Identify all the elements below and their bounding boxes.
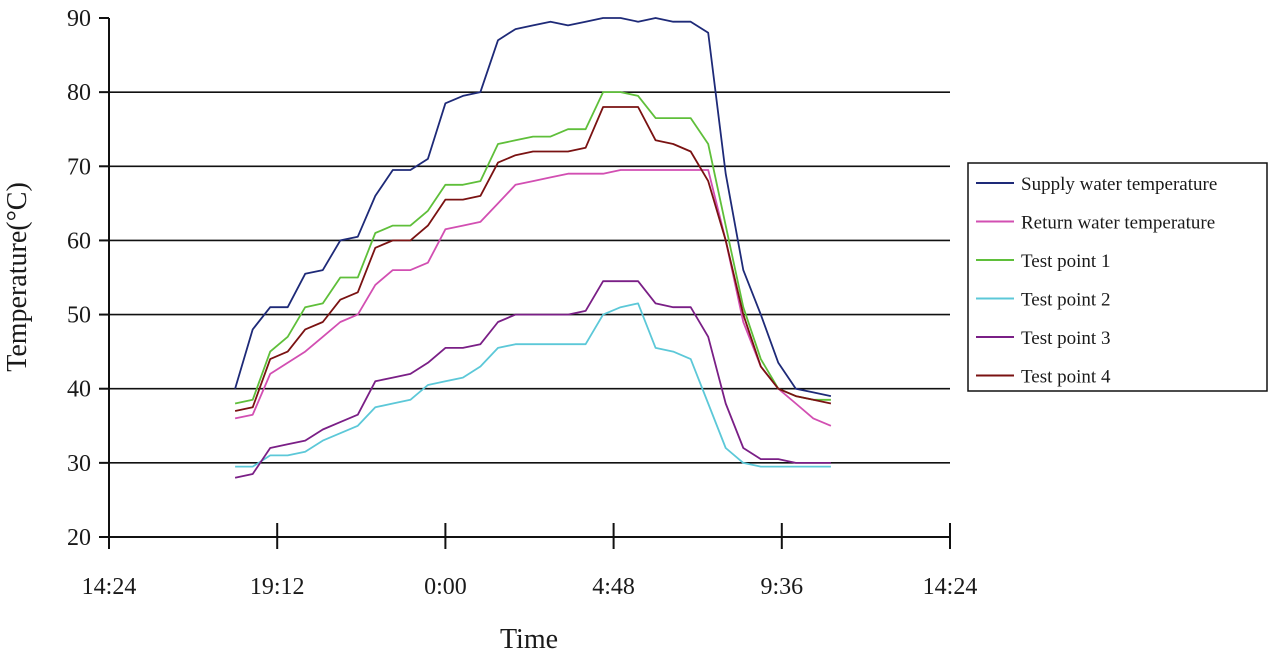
x-axis-title: Time: [500, 624, 558, 653]
legend-label: Test point 4: [1021, 367, 1111, 388]
legend-label: Test point 1: [1021, 251, 1110, 272]
y-tick-label: 60: [67, 228, 91, 254]
axes: [108, 18, 950, 538]
legend-label: Supply water temperature: [1021, 174, 1217, 195]
y-tick-label: 90: [67, 6, 91, 32]
legend: Supply water temperature Return water tem…: [967, 162, 1268, 392]
y-tick-label: 30: [67, 451, 91, 477]
y-axis-title: Temperature(°C): [2, 182, 33, 372]
y-tick-label: 70: [67, 154, 91, 180]
legend-label: Test point 2: [1021, 290, 1110, 311]
series-line-3: [234, 91, 831, 405]
y-tick-label: 20: [67, 525, 91, 551]
series-line-5: [234, 280, 831, 479]
x-tick-label: 9:36: [760, 574, 803, 600]
y-tick-label: 50: [67, 303, 91, 329]
y-ticks: 20 30 40 50 60 70 80 90: [67, 6, 109, 551]
x-tick-label: 14:24: [82, 574, 137, 600]
x-tick-label: 4:48: [592, 574, 635, 600]
legend-label: Test point 3: [1021, 328, 1110, 349]
x-ticks: 14:24 19:12 0:00 4:48 9:36 14:24: [82, 523, 978, 600]
x-tick-label: 0:00: [424, 574, 467, 600]
series-line-6: [234, 106, 832, 412]
series-line-4: [235, 302, 831, 468]
y-tick-label: 40: [67, 377, 91, 403]
gridlines: [109, 91, 950, 464]
x-tick-label: 14:24: [923, 574, 978, 600]
y-tick-label: 80: [67, 80, 91, 106]
series-lines: [234, 17, 832, 479]
legend-frame: [967, 162, 1268, 392]
legend-label: Return water temperature: [1021, 213, 1215, 234]
x-tick-label: 19:12: [250, 574, 305, 600]
series-line-1: [234, 17, 832, 397]
